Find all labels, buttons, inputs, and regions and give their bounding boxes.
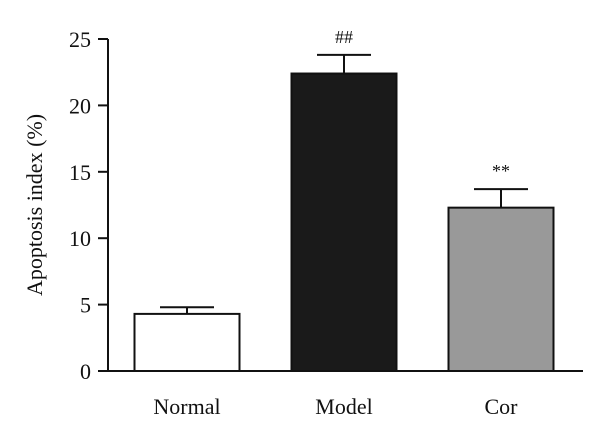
bar-cor xyxy=(447,206,555,372)
bar-normal xyxy=(133,312,241,372)
y-tick-label-0: 0 xyxy=(80,359,91,384)
y-tick-label-5: 5 xyxy=(80,293,91,318)
labels: Normal ## Model ** Cor 0 5 10 15 20 25 xyxy=(69,27,518,419)
x-tick-label-normal: Normal xyxy=(153,394,220,419)
y-axis-label: Apoptosis index (%) xyxy=(22,114,47,296)
x-tick-label-model: Model xyxy=(315,394,372,419)
axes xyxy=(98,38,583,372)
y-tick-label-20: 20 xyxy=(69,93,91,118)
x-tick-label-cor: Cor xyxy=(485,394,519,419)
y-tick-label-25: 25 xyxy=(69,27,91,52)
significance-annotation-model: ## xyxy=(335,27,353,47)
bar-model xyxy=(290,72,398,372)
y-tick-label-15: 15 xyxy=(69,160,91,185)
error-bars xyxy=(160,53,528,314)
bars xyxy=(133,72,555,372)
y-tick-label-10: 10 xyxy=(69,226,91,251)
significance-annotation-cor: ** xyxy=(492,161,510,181)
